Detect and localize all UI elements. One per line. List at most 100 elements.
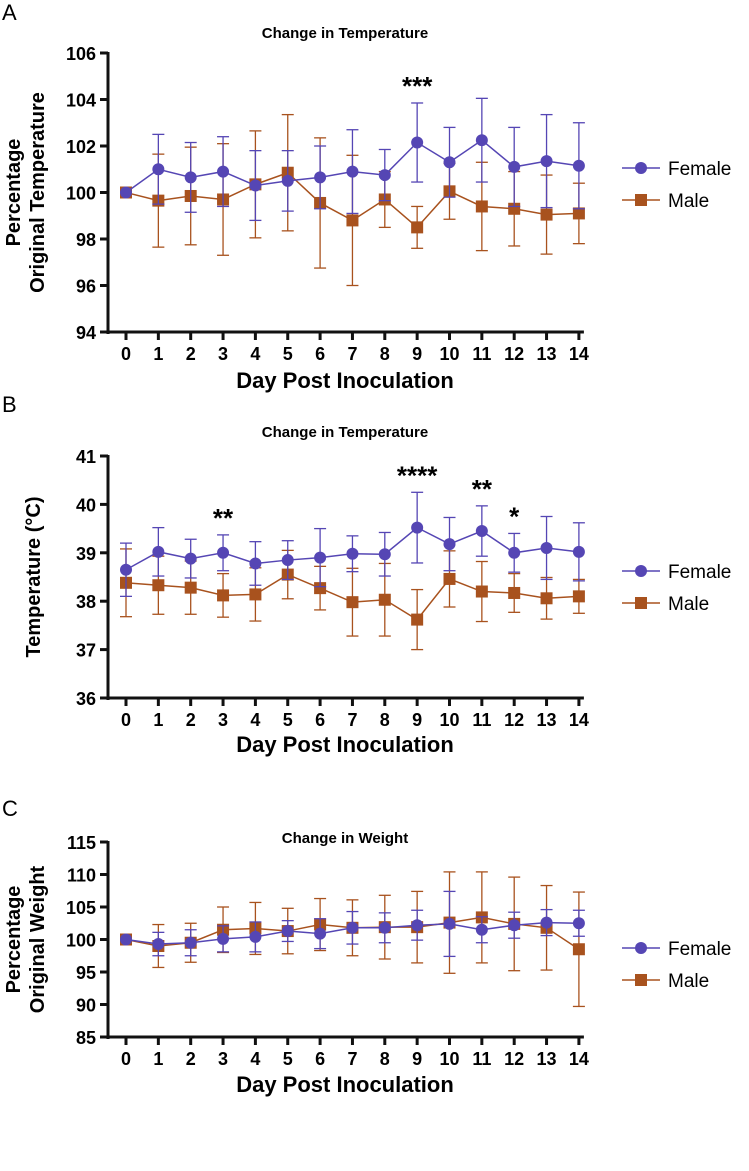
x-axis-label: Day Post Inoculation	[236, 368, 454, 393]
y-tick-label: 100	[66, 931, 96, 951]
data-point	[475, 585, 488, 598]
legend-marker	[635, 597, 647, 609]
panel-letter: B	[2, 392, 17, 417]
legend-item-female: Female	[622, 159, 731, 180]
data-point	[411, 613, 424, 626]
chart-title: Change in Weight	[282, 830, 408, 847]
y-tick-label: 40	[76, 495, 96, 515]
x-tick-label: 2	[186, 710, 196, 730]
data-point	[346, 547, 359, 560]
panel-letter: C	[2, 796, 18, 821]
series-female	[120, 491, 585, 598]
x-tick-label: 1	[153, 344, 163, 364]
data-point	[184, 552, 197, 565]
x-tick-label: 4	[250, 710, 260, 730]
data-point	[217, 546, 230, 559]
data-point	[411, 221, 424, 234]
data-point	[475, 200, 488, 213]
x-tick-label: 3	[218, 344, 228, 364]
legend-item-female: Female	[622, 562, 731, 583]
legend-label: Male	[668, 971, 709, 992]
x-tick-label: 13	[537, 1049, 557, 1069]
data-point	[314, 582, 327, 595]
data-point	[540, 541, 553, 554]
x-tick-label: 7	[347, 344, 357, 364]
data-point	[378, 593, 391, 606]
data-point	[443, 538, 456, 551]
x-tick-label: 11	[472, 344, 491, 364]
data-point	[281, 174, 294, 187]
y-tick-label: 104	[66, 91, 96, 111]
data-point	[378, 921, 391, 934]
data-point	[508, 160, 521, 173]
x-tick-label: 6	[315, 710, 325, 730]
x-tick-label: 11	[472, 1049, 491, 1069]
y-tick-label: 37	[76, 641, 96, 661]
chart-title: Change in Temperature	[262, 424, 428, 441]
x-tick-label: 1	[153, 710, 163, 730]
legend-marker	[635, 194, 647, 206]
data-point	[184, 581, 197, 594]
x-axis-label: Day Post Inoculation	[236, 732, 454, 757]
x-tick-label: 9	[412, 710, 422, 730]
x-tick-label: 14	[569, 344, 589, 364]
x-tick-label: 5	[283, 710, 293, 730]
legend-item-male: Male	[622, 191, 709, 212]
data-point	[314, 171, 327, 184]
x-tick-label: 0	[121, 710, 131, 730]
y-tick-label: 96	[76, 277, 96, 297]
data-point	[443, 917, 456, 930]
x-tick-label: 0	[121, 344, 131, 364]
y-tick-label: 100	[66, 184, 96, 204]
data-point	[411, 136, 424, 149]
y-tick-label: 41	[76, 447, 96, 467]
y-tick-label: 85	[76, 1028, 96, 1048]
data-point	[572, 943, 585, 956]
x-tick-label: 6	[315, 1049, 325, 1069]
data-point	[540, 155, 553, 168]
x-tick-label: 9	[412, 1049, 422, 1069]
y-tick-label: 110	[67, 866, 96, 886]
data-point	[217, 165, 230, 178]
data-point	[249, 557, 262, 570]
x-tick-label: 10	[439, 344, 459, 364]
data-point	[443, 156, 456, 169]
data-point	[475, 134, 488, 147]
y-axis-label: Temperature (°C)	[23, 497, 45, 658]
data-point	[508, 546, 521, 559]
x-tick-label: 10	[439, 1049, 459, 1069]
x-tick-label: 12	[504, 1049, 524, 1069]
x-tick-label: 11	[472, 710, 491, 730]
legend-marker	[635, 974, 647, 986]
data-point	[508, 586, 521, 599]
y-axis-label: Percentage	[3, 886, 25, 994]
significance-marker: **	[213, 503, 234, 533]
data-point	[540, 916, 553, 929]
y-tick-label: 98	[76, 230, 96, 250]
legend-item-male: Male	[622, 594, 709, 615]
x-tick-label: 14	[569, 1049, 589, 1069]
x-tick-label: 5	[283, 344, 293, 364]
x-tick-label: 6	[315, 344, 325, 364]
data-point	[281, 925, 294, 938]
data-point	[508, 202, 521, 215]
data-point	[314, 927, 327, 940]
x-tick-label: 0	[121, 1049, 131, 1069]
x-tick-label: 7	[347, 710, 357, 730]
legend-label: Female	[668, 939, 731, 960]
y-tick-label: 36	[76, 689, 96, 709]
data-point	[152, 545, 165, 558]
data-point	[540, 208, 553, 221]
data-point	[572, 159, 585, 172]
data-point	[572, 545, 585, 558]
legend-marker	[635, 942, 647, 954]
x-tick-label: 8	[380, 1049, 390, 1069]
y-tick-label: 102	[66, 137, 96, 157]
chart-title: Change in Temperature	[262, 25, 428, 42]
data-point	[378, 548, 391, 561]
legend-marker	[635, 565, 647, 577]
data-point	[152, 579, 165, 592]
